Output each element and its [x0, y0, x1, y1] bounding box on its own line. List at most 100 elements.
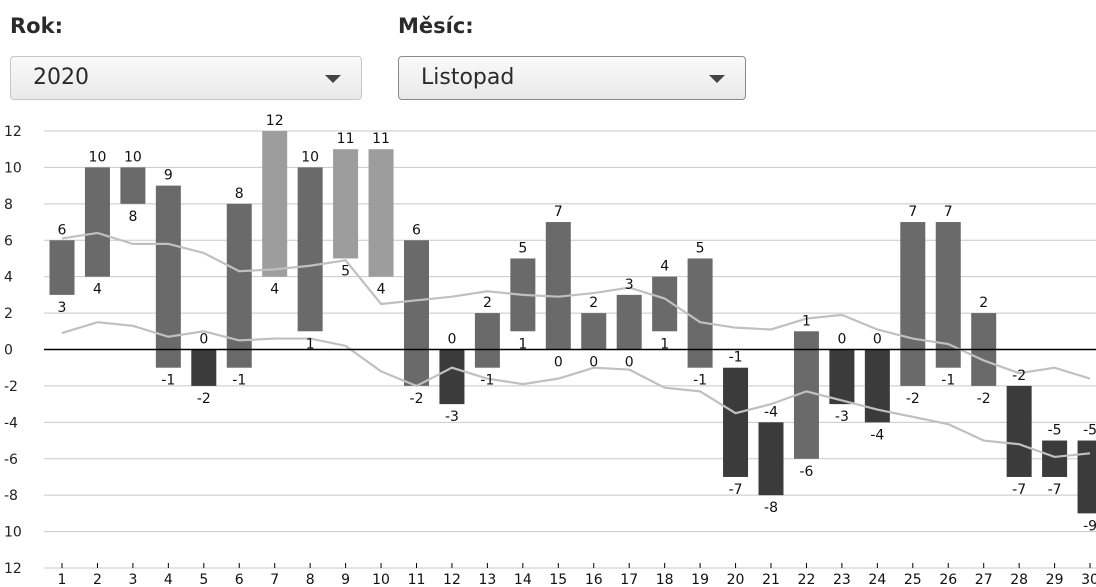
x-tick-label: 24 — [868, 572, 886, 587]
min-value-label: -3 — [445, 409, 459, 425]
x-tick-label: 28 — [1010, 572, 1028, 587]
min-value-label: -8 — [764, 500, 778, 516]
min-value-label: -1 — [232, 373, 246, 389]
min-value-label: 5 — [341, 263, 350, 279]
bar-day-28 — [1006, 385, 1032, 477]
min-value-label: 0 — [554, 355, 563, 371]
x-tick-label: 16 — [585, 572, 603, 587]
bar-day-2 — [84, 167, 110, 277]
min-value-label: 4 — [270, 282, 279, 298]
year-label: Rok: — [10, 14, 63, 38]
bar-day-11 — [404, 240, 429, 386]
max-value-label: 11 — [337, 131, 355, 147]
year-select-value: 2020 — [33, 65, 89, 90]
bar-day-17 — [616, 294, 642, 350]
x-tick-label: 1 — [58, 572, 67, 587]
upper-trend-line — [61, 231, 1091, 380]
bar-day-9 — [333, 149, 359, 259]
x-tick-label: 13 — [478, 572, 496, 587]
bar-day-10 — [368, 149, 394, 277]
bar-day-4 — [155, 185, 181, 368]
year-select[interactable]: 2020 — [10, 56, 362, 100]
y-tick-label: 6 — [4, 233, 13, 249]
y-tick-label: 2 — [4, 306, 13, 322]
max-value-label: 11 — [372, 131, 390, 147]
max-value-label: 6 — [58, 222, 67, 238]
x-tick-label: 14 — [514, 572, 532, 587]
min-value-label: 1 — [306, 336, 315, 352]
max-value-label: -5 — [1048, 423, 1062, 439]
min-value-label: -2 — [977, 391, 991, 407]
bar-day-20 — [723, 367, 749, 477]
min-value-label: -4 — [870, 427, 884, 443]
x-tick-label: 5 — [199, 572, 208, 587]
x-tick-label: 11 — [408, 572, 426, 587]
min-value-label: -3 — [835, 409, 849, 425]
max-value-label: -5 — [1083, 423, 1096, 439]
y-tick-label: -6 — [4, 452, 18, 468]
bar-day-3 — [120, 167, 146, 204]
temperature-range-chart: 631041089-10-28-11241011151146-20-32-151… — [4, 113, 1096, 587]
min-value-label: -2 — [197, 391, 211, 407]
x-tick-label: 22 — [798, 572, 816, 587]
x-tick-label: 21 — [762, 572, 780, 587]
min-value-label: -2 — [906, 391, 920, 407]
max-value-label: 5 — [696, 240, 705, 256]
x-tick-label: 12 — [443, 572, 461, 587]
max-value-label: 5 — [518, 240, 527, 256]
x-tick-label: 17 — [620, 572, 638, 587]
bar-day-26 — [935, 222, 961, 368]
bar-day-1 — [49, 240, 75, 295]
min-value-label: -6 — [799, 464, 813, 480]
max-value-label: 10 — [301, 149, 319, 165]
x-tick-label: 8 — [306, 572, 315, 587]
max-value-label: 8 — [235, 186, 244, 202]
min-value-label: -1 — [480, 373, 494, 389]
max-value-label: 3 — [625, 277, 634, 293]
min-value-label: -7 — [1012, 482, 1026, 498]
min-value-label: -1 — [161, 373, 175, 389]
min-value-label: -2 — [410, 391, 424, 407]
max-value-label: 12 — [266, 113, 284, 129]
x-tick-label: 3 — [128, 572, 137, 587]
y-tick-label: 0 — [4, 343, 13, 359]
min-value-label: 4 — [93, 282, 102, 298]
x-tick-label: 18 — [656, 572, 674, 587]
max-value-label: 4 — [660, 259, 669, 275]
x-tick-label: 2 — [93, 572, 102, 587]
chevron-down-icon — [709, 75, 725, 83]
x-tick-label: 4 — [164, 572, 173, 587]
month-select[interactable]: Listopad — [398, 56, 746, 100]
max-value-label: 0 — [199, 332, 208, 348]
y-tick-label: 4 — [4, 270, 13, 286]
bar-day-21 — [758, 422, 784, 496]
x-tick-label: 23 — [833, 572, 851, 587]
x-tick-label: 9 — [341, 572, 350, 587]
lower-trend-line — [61, 321, 1091, 459]
trend-lines — [61, 231, 1091, 459]
max-value-label: -2 — [1012, 368, 1026, 384]
max-value-label: -4 — [764, 404, 778, 420]
max-value-label: 9 — [164, 168, 173, 184]
y-tick-label: 8 — [4, 197, 13, 213]
min-value-label: 0 — [625, 355, 634, 371]
bar-day-29 — [1042, 440, 1068, 477]
max-value-label: 2 — [483, 295, 492, 311]
x-tick-label: 25 — [904, 572, 922, 587]
min-value-label: 1 — [660, 336, 669, 352]
y-tick-label: -4 — [4, 415, 18, 431]
max-value-label: 6 — [412, 222, 421, 238]
x-tick-label: 20 — [727, 572, 745, 587]
bar-day-30 — [1077, 440, 1096, 514]
min-value-label: -9 — [1083, 518, 1096, 534]
min-value-label: 3 — [58, 300, 67, 316]
x-tick-label: 6 — [235, 572, 244, 587]
y-tick-label: 12 — [4, 124, 22, 140]
max-value-label: 2 — [589, 295, 598, 311]
max-value-label: 7 — [944, 204, 953, 220]
x-tick-label: 15 — [549, 572, 567, 587]
bars — [49, 131, 1096, 514]
bar-day-23 — [829, 349, 855, 405]
max-value-label: -1 — [729, 350, 743, 366]
x-tick-label: 30 — [1081, 572, 1096, 587]
